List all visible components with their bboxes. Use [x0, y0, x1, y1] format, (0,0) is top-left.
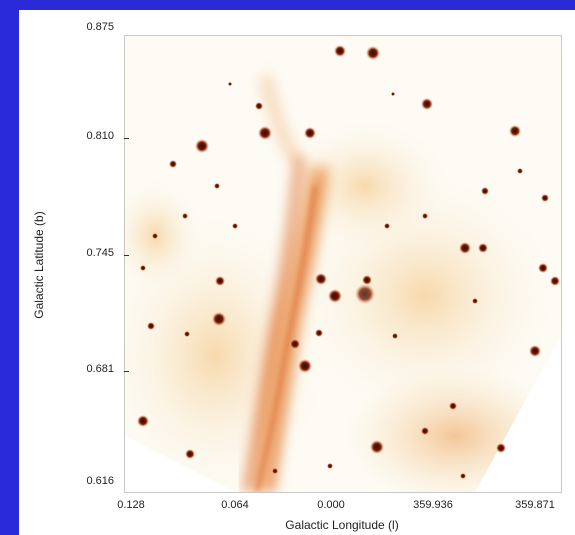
x-axis-title: Galactic Longitude (l) — [285, 518, 398, 532]
y-tick-label: 0.681 — [68, 363, 114, 375]
infrared-map-image — [124, 35, 562, 493]
y-tick-label: 0.875 — [68, 21, 114, 33]
image-panel: 0.875 0.810 0.745 0.681 0.616 0.128 0.06… — [19, 10, 575, 535]
y-tick-label: 0.810 — [68, 130, 114, 142]
y-tick-mark — [124, 255, 129, 256]
x-tick-label: 359.936 — [403, 499, 463, 511]
x-tick-label: 0.128 — [101, 499, 161, 511]
y-tick-mark — [124, 371, 129, 372]
x-tick-label: 359.871 — [505, 499, 565, 511]
y-tick-mark — [124, 138, 129, 139]
y-tick-label: 0.745 — [68, 247, 114, 259]
y-tick-label: 0.616 — [68, 475, 114, 487]
x-tick-label: 0.064 — [205, 499, 265, 511]
diffuse-emission — [125, 116, 561, 492]
emission-map — [125, 36, 561, 492]
x-tick-label: 0.000 — [301, 499, 361, 511]
y-axis-title: Galactic Latitude (b) — [32, 211, 46, 318]
